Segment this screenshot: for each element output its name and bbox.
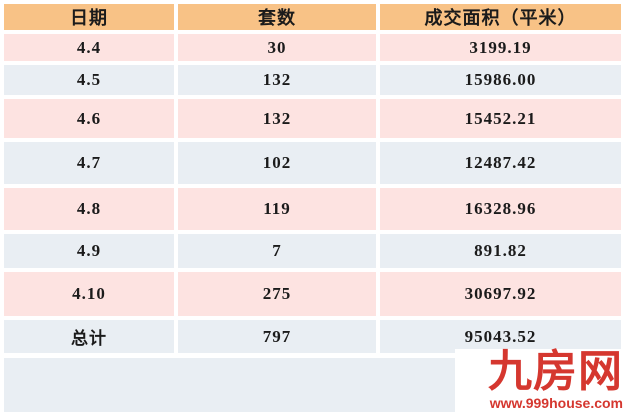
area-cell: 12487.42 [380,142,621,184]
col-header-date: 日期 [4,4,174,30]
area-cell: 15452.21 [380,99,621,138]
area-cell: 891.82 [380,234,621,268]
date-cell: 4.10 [4,272,174,316]
area-cell: 15986.00 [380,65,621,95]
date-cell: 4.4 [4,34,174,61]
table-row: 4.5 132 15986.00 [4,65,621,95]
date-cell: 总计 [4,320,174,353]
units-cell: 7 [178,234,376,268]
units-cell: 102 [178,142,376,184]
header-row: 日期 套数 成交面积（平米） [4,4,621,30]
table-row: 总计 797 95043.52 [4,320,621,353]
area-cell: 95043.52 [380,320,621,353]
units-cell: 119 [178,188,376,230]
table-row: 4.8 119 16328.96 [4,188,621,230]
transactions-table: 日期 套数 成交面积（平米） 4.4 30 3199.19 4.5 132 15986.0… [4,4,621,353]
date-cell: 4.5 [4,65,174,95]
col-header-units: 套数 [178,4,376,30]
units-cell: 30 [178,34,376,61]
units-cell: 132 [178,99,376,138]
table-row: 4.7 102 12487.42 [4,142,621,184]
table-row: 4.4 30 3199.19 [4,34,621,61]
area-cell: 3199.19 [380,34,621,61]
units-cell: 275 [178,272,376,316]
date-cell: 4.9 [4,234,174,268]
brand-url: www.999house.com [489,395,623,411]
table-row: 4.10 275 30697.92 [4,272,621,316]
brand-logo: 九房网 www.999house.com [455,349,625,413]
table-row: 4.6 132 15452.21 [4,99,621,138]
units-cell: 132 [178,65,376,95]
date-cell: 4.7 [4,142,174,184]
brand-name: 九房网 [488,346,623,397]
area-cell: 30697.92 [380,272,621,316]
units-cell: 797 [178,320,376,353]
table-row: 4.9 7 891.82 [4,234,621,268]
area-cell: 16328.96 [380,188,621,230]
col-header-area: 成交面积（平米） [380,4,621,30]
date-cell: 4.6 [4,99,174,138]
date-cell: 4.8 [4,188,174,230]
